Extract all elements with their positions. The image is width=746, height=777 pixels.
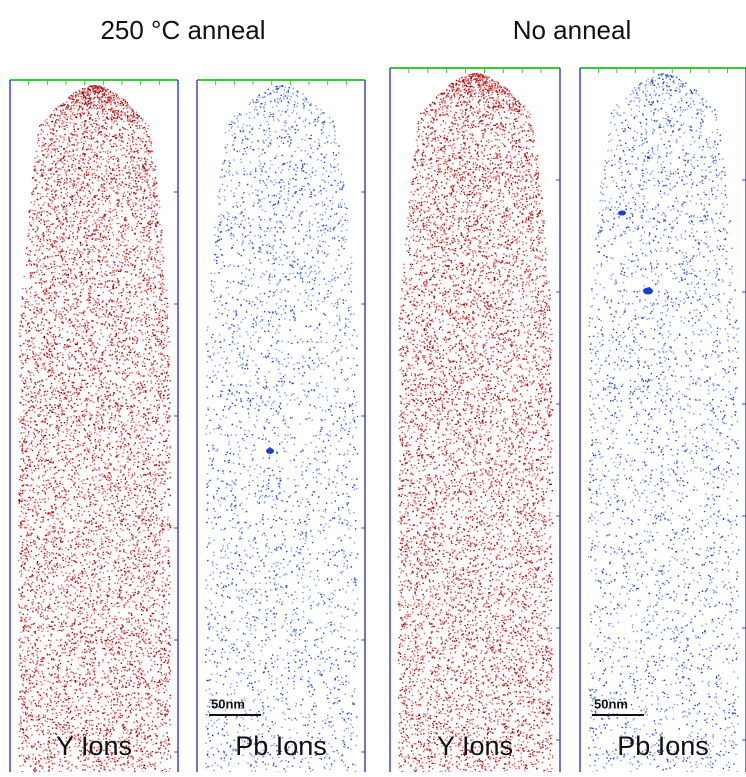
ion-cloud bbox=[205, 85, 359, 774]
title: No anneal bbox=[513, 15, 632, 45]
cluster bbox=[643, 287, 653, 295]
ion-cloud bbox=[205, 85, 359, 773]
ion-cloud bbox=[18, 85, 172, 774]
panels: Y Ions 50nm Pb Ions Y Ions 50nm Pb Ions bbox=[9, 67, 746, 774]
ion-cloud bbox=[398, 73, 554, 774]
ion-cloud bbox=[588, 73, 740, 774]
panel-label: Y Ions bbox=[437, 731, 513, 761]
title: 250 °C anneal bbox=[100, 15, 265, 45]
panel-label: Pb Ions bbox=[617, 731, 709, 761]
cluster bbox=[618, 210, 626, 216]
panel-label: Y Ions bbox=[56, 731, 132, 761]
scale-bar-label: 50nm bbox=[594, 696, 628, 711]
cluster bbox=[266, 448, 274, 454]
panel-label: Pb Ions bbox=[235, 731, 327, 761]
scale-bar-label: 50nm bbox=[211, 696, 245, 711]
